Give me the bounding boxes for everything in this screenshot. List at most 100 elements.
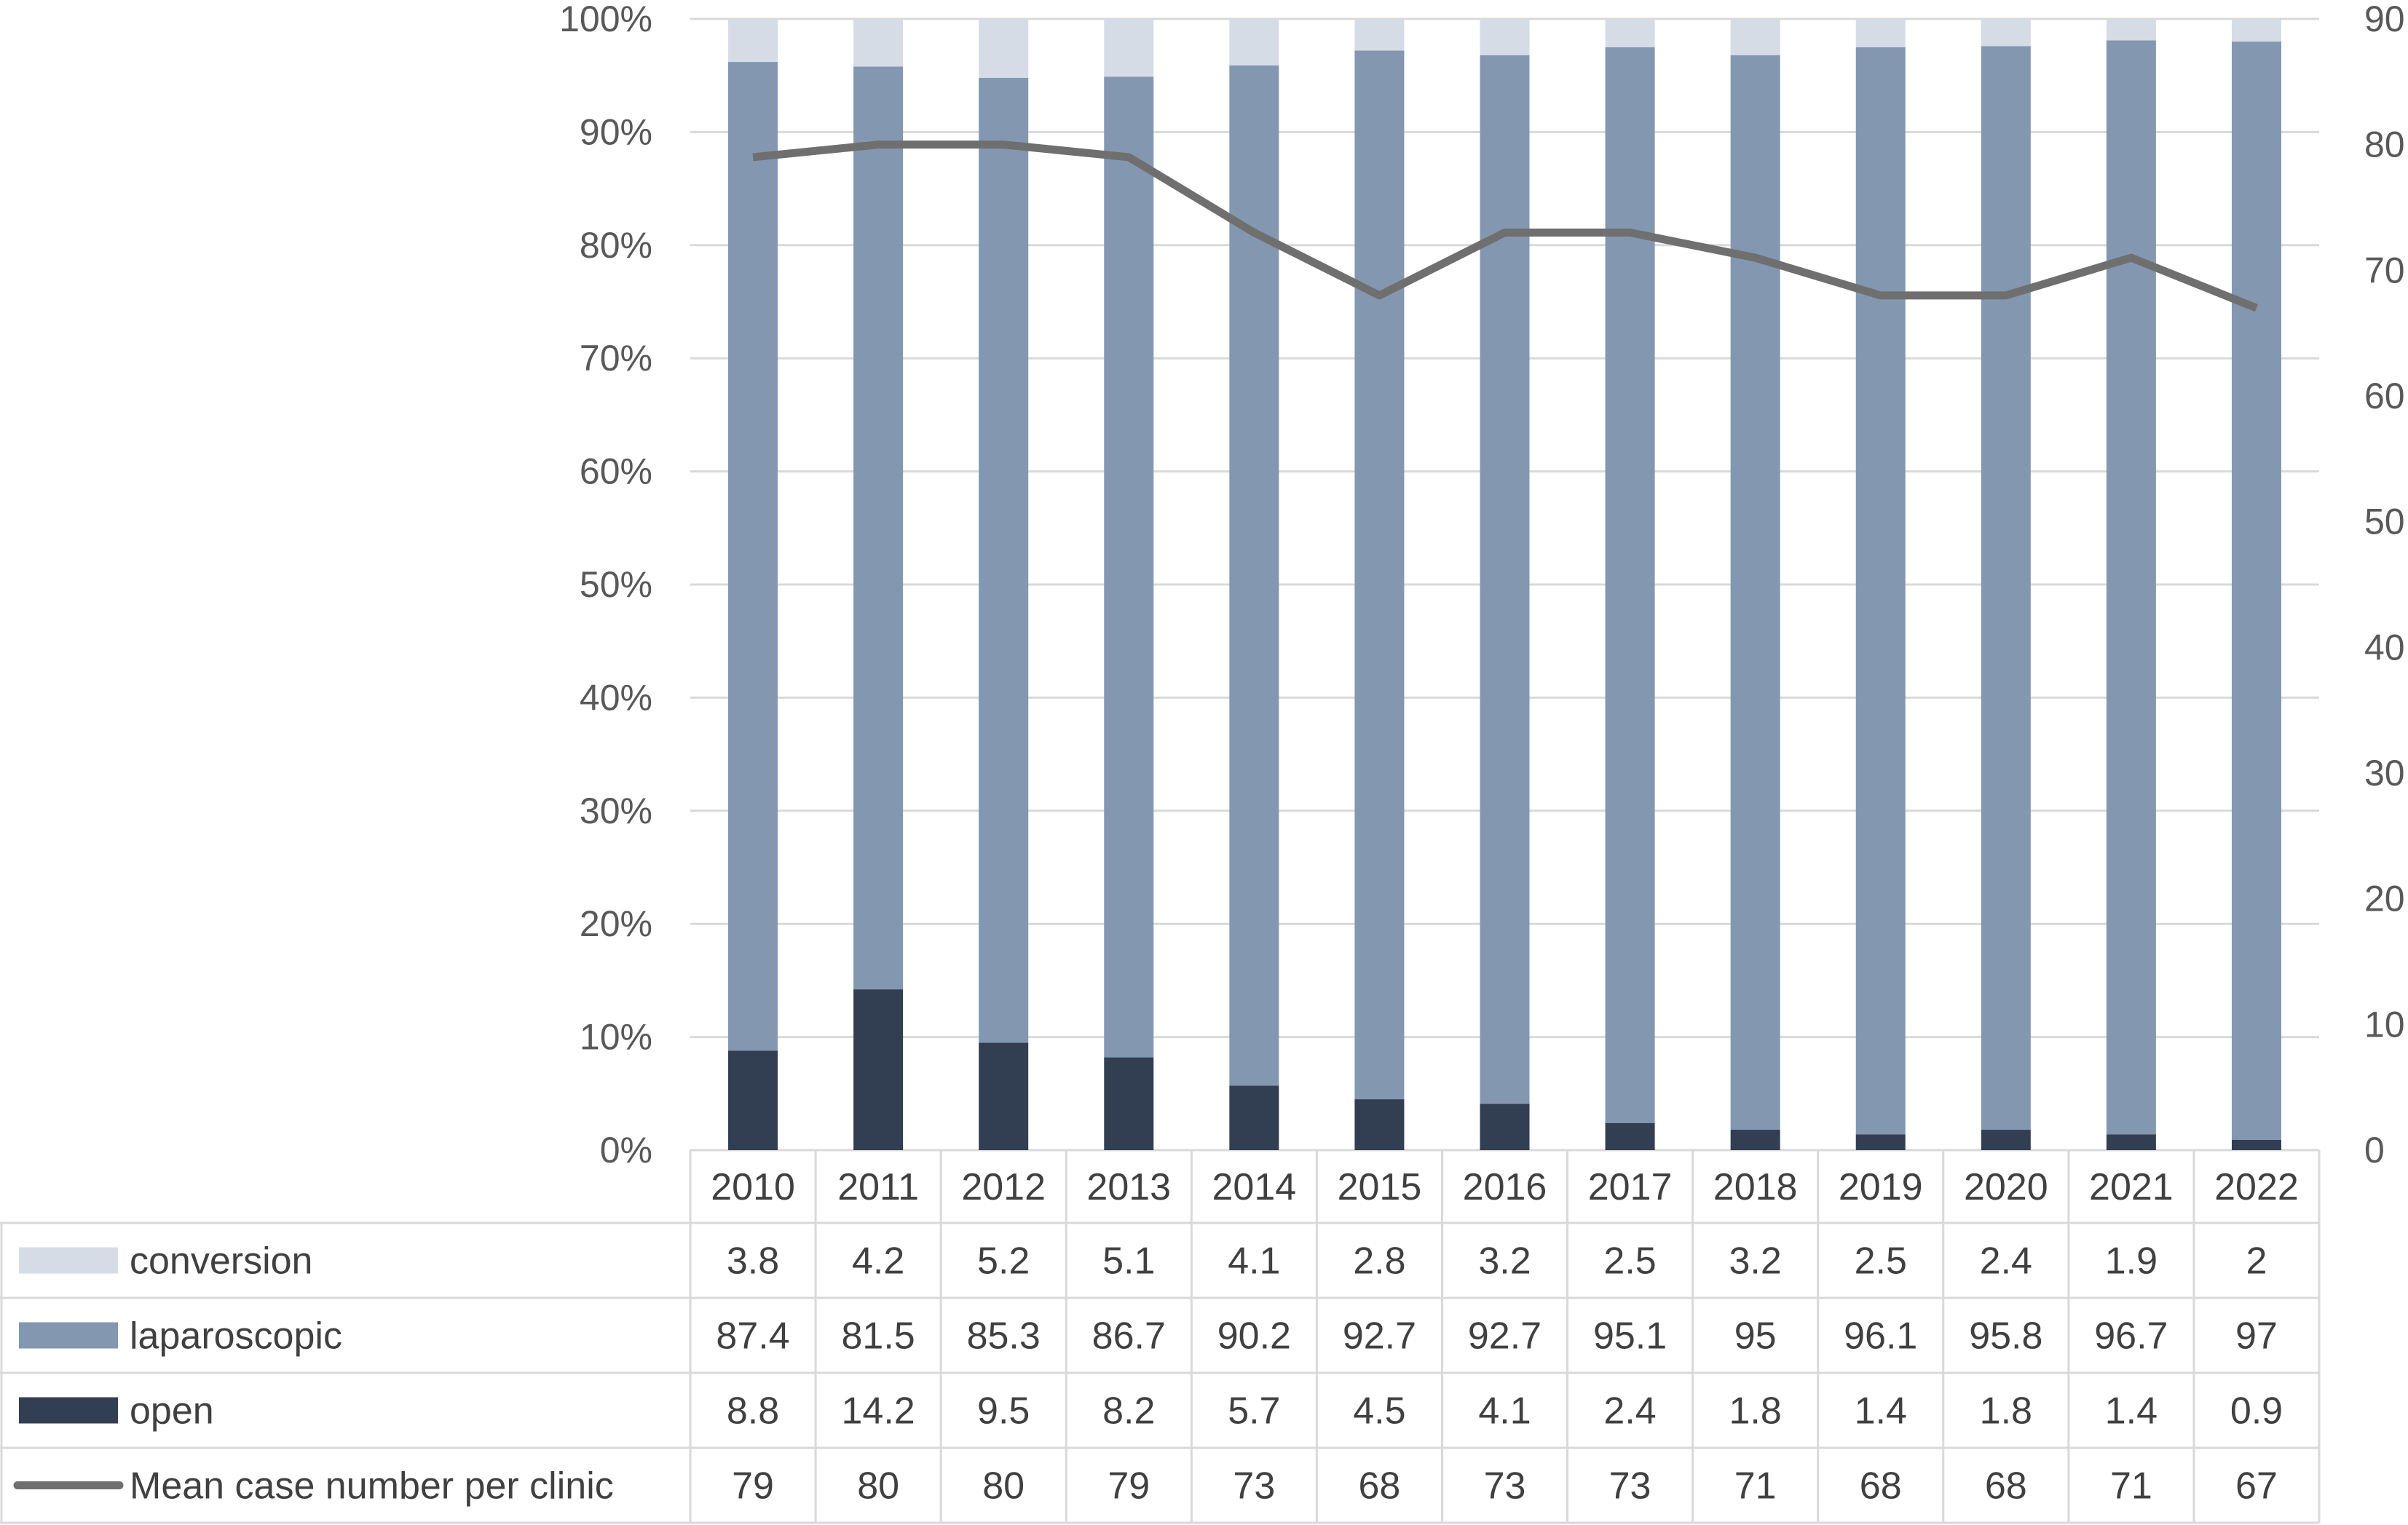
table-cell: 1.8: [1729, 1390, 1782, 1433]
table-cell: 80: [857, 1465, 899, 1508]
category-label: 2010: [711, 1166, 795, 1208]
legend-label: Mean case number per clinic: [130, 1465, 614, 1508]
bar-laparoscopic: [1981, 46, 2031, 1130]
left-tick-label: 50%: [580, 564, 652, 605]
table-cell: 2.4: [1980, 1240, 2032, 1283]
table-cell: 14.2: [842, 1390, 915, 1433]
table-cell: 0.9: [2230, 1390, 2283, 1433]
bar-laparoscopic: [979, 77, 1029, 1043]
table-cell: 86.7: [1092, 1315, 1166, 1358]
bar-open: [853, 989, 904, 1150]
table-cell: 8.8: [727, 1390, 779, 1433]
table-cell: 80: [982, 1465, 1025, 1508]
category-label: 2020: [1964, 1166, 2048, 1208]
table-cell: 96.7: [2094, 1315, 2168, 1358]
table-cell: 3.8: [727, 1240, 779, 1283]
left-tick-label: 70%: [580, 338, 652, 379]
bar-conversion: [2106, 19, 2156, 41]
table-cell: 73: [1609, 1465, 1651, 1508]
left-tick-label: 10%: [580, 1017, 652, 1058]
table-cell: 4.2: [852, 1240, 904, 1283]
table-cell: 67: [2235, 1465, 2278, 1508]
left-tick-label: 100%: [559, 0, 652, 39]
table-cell: 8.2: [1102, 1390, 1155, 1433]
bar-open: [1855, 1134, 1906, 1150]
table-cell: 5.1: [1102, 1240, 1155, 1283]
legend-key-conversion: [19, 1247, 118, 1274]
data-table: 2010 2011 2012 2013 2014 2015 2016 2017 2018 2019…: [0, 1150, 2321, 1524]
bar-open: [2106, 1134, 2156, 1150]
left-tick-label: 20%: [580, 903, 652, 944]
table-cell: 95.8: [1969, 1315, 2042, 1358]
left-tick-label: 80%: [580, 225, 652, 266]
right-tick-label: 80: [2364, 124, 2405, 165]
mean-case-polyline: [752, 140, 2259, 312]
right-tick-label: 40: [2364, 627, 2405, 668]
category-label: 2022: [2214, 1166, 2299, 1208]
table-cell: 90.2: [1217, 1315, 1291, 1358]
category-label: 2019: [1839, 1166, 1923, 1208]
table-cell: 5.7: [1228, 1390, 1280, 1433]
table-cell: 81.5: [842, 1315, 915, 1358]
left-tick-label: 40%: [580, 677, 652, 718]
category-label: 2018: [1713, 1166, 1798, 1208]
bar-laparoscopic: [1730, 55, 1780, 1130]
left-tick-label: 90%: [580, 111, 652, 152]
right-tick-label: 0: [2364, 1130, 2385, 1171]
bar-laparoscopic: [2231, 41, 2281, 1141]
legend-label: open: [130, 1390, 214, 1433]
right-tick-label: 60: [2364, 376, 2405, 416]
table-cell: 68: [1359, 1465, 1401, 1508]
bar-conversion: [2231, 19, 2281, 42]
bar-laparoscopic: [1354, 50, 1405, 1100]
right-tick-label: 90: [2364, 0, 2405, 39]
table-cell: 95.1: [1593, 1315, 1667, 1358]
bar-conversion: [728, 19, 778, 63]
left-tick-label: 30%: [580, 791, 652, 831]
right-axis: 0 10 20 30 40 50 60 70 80 90: [2364, 0, 2405, 1171]
table-cell: 97: [2235, 1315, 2278, 1358]
bar-laparoscopic: [1480, 55, 1530, 1104]
table-cell: 4.1: [1478, 1390, 1531, 1433]
mean-case-line: [752, 140, 2259, 312]
bar-conversion: [1480, 19, 1530, 55]
table-cell: 68: [1860, 1465, 1902, 1508]
bar-open: [1480, 1104, 1530, 1150]
bar-open: [1229, 1085, 1279, 1150]
table-cell: 92.7: [1468, 1315, 1541, 1358]
table-cell: 9.5: [977, 1390, 1030, 1433]
bar-open: [2231, 1140, 2281, 1150]
bar-laparoscopic: [853, 66, 904, 990]
table-cell: 85.3: [967, 1315, 1041, 1358]
left-tick-label: 60%: [580, 451, 652, 492]
legend-key-laparoscopic: [19, 1322, 118, 1349]
table-cell: 92.7: [1343, 1315, 1416, 1358]
bar-laparoscopic: [728, 62, 778, 1051]
table-cell: 2.4: [1603, 1390, 1656, 1433]
table-cell: 3.2: [1729, 1240, 1782, 1283]
table-cell: 4.1: [1228, 1240, 1280, 1283]
legend-label: laparoscopic: [130, 1315, 342, 1358]
bar-conversion: [1730, 19, 1780, 55]
category-label: 2011: [837, 1166, 919, 1208]
bar-conversion: [1229, 19, 1279, 66]
bar-open: [1104, 1057, 1154, 1150]
right-tick-label: 50: [2364, 502, 2405, 542]
left-tick-label: 0%: [600, 1130, 652, 1171]
bar-laparoscopic: [2106, 40, 2156, 1135]
table-cell: 73: [1233, 1465, 1275, 1508]
bar-laparoscopic: [1855, 47, 1906, 1135]
bar-open: [1730, 1130, 1780, 1150]
table-cell: 1.9: [2105, 1240, 2158, 1283]
table-cell: 5.2: [977, 1240, 1030, 1283]
table-cell: 95: [1734, 1315, 1777, 1358]
bar-conversion: [1855, 19, 1906, 47]
bar-conversion: [1104, 19, 1154, 77]
table-cell: 2: [2246, 1240, 2267, 1283]
table-cell: 2.5: [1855, 1240, 1907, 1283]
category-label: 2013: [1086, 1166, 1171, 1208]
bar-open: [728, 1050, 778, 1150]
bar-conversion: [1605, 19, 1655, 47]
category-label: 2021: [2089, 1166, 2174, 1208]
